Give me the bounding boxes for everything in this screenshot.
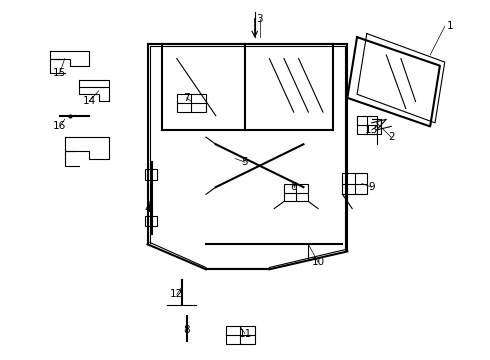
Text: 5: 5 [242, 157, 248, 167]
Bar [145, 216, 157, 226]
Text: 7: 7 [183, 93, 190, 103]
Bar [177, 94, 206, 112]
Bar [343, 173, 367, 194]
Text: 13: 13 [365, 125, 378, 135]
Text: 16: 16 [53, 121, 67, 131]
Text: 4: 4 [144, 203, 151, 213]
Bar [284, 184, 308, 202]
Text: 3: 3 [256, 14, 263, 24]
Text: 14: 14 [82, 96, 96, 107]
Text: 11: 11 [238, 329, 252, 339]
Bar [225, 327, 255, 344]
Text: 15: 15 [53, 68, 67, 78]
Text: 9: 9 [368, 182, 375, 192]
Text: 2: 2 [388, 132, 394, 142]
Text: 1: 1 [446, 21, 453, 31]
Text: 8: 8 [183, 325, 190, 335]
Bar [145, 169, 157, 180]
Text: 10: 10 [312, 257, 325, 267]
Text: 6: 6 [291, 182, 297, 192]
Text: 12: 12 [170, 289, 183, 299]
